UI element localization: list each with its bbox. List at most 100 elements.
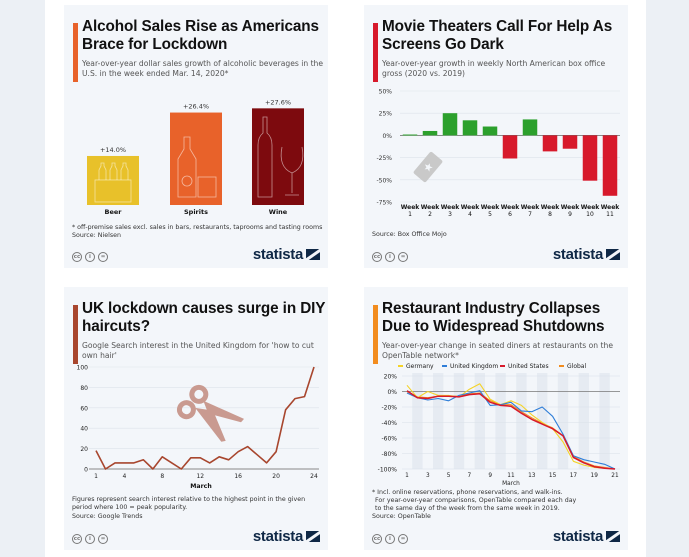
x-tick-number: 6 (508, 211, 512, 218)
y-tick-label: 80 (80, 385, 88, 392)
bar-week-7 (522, 119, 538, 136)
x-tick-label: 15 (549, 473, 557, 479)
x-tick-label: 1 (94, 473, 98, 480)
haircuts-panel: UK lockdown causes surge in DIY haircuts… (64, 287, 328, 550)
bar-week-5 (482, 126, 498, 136)
bottle-label-icon (181, 175, 193, 187)
column-band (516, 373, 527, 469)
beer-bottle-icon (109, 162, 118, 180)
cc-icon: cc (72, 252, 82, 262)
scissors-icon (176, 384, 245, 442)
by-icon: i (85, 534, 95, 544)
chart-footnote-line: For year-over-year comparisons, OpenTabl… (375, 497, 577, 504)
alcohol-chart: +14.0% Beer +26.4% Spirits +27.6% Wine (87, 98, 304, 216)
accent-bar (373, 23, 378, 82)
scissors-blade (195, 407, 226, 442)
chart-title: Movie Theaters Call For Help As Screens … (382, 18, 613, 53)
x-tick-label: Week (441, 204, 461, 211)
y-tick-label: -75% (376, 200, 392, 207)
x-tick-number: 1 (408, 211, 412, 218)
logo-text: statista (552, 246, 603, 263)
alcohol-panel: Alcohol Sales Rise as Americans Brace fo… (64, 5, 328, 268)
statista-logo[interactable]: statista (253, 528, 320, 545)
data-label: +26.4% (183, 103, 209, 111)
series-line-germany (406, 383, 616, 470)
y-tick-label: 60 (80, 405, 88, 412)
bar-week-1 (402, 134, 418, 136)
x-tick-label: Week (541, 204, 561, 211)
bar-week-9 (562, 135, 578, 149)
y-tick-label: -50% (376, 177, 392, 184)
logo-text: statista (552, 528, 603, 545)
category-label: Spirits (184, 208, 208, 216)
accent-bar (73, 23, 78, 82)
chart-subtitle: Year-over-year dollar sales growth of al… (82, 59, 324, 78)
legend-swatch (559, 365, 564, 367)
scissors-blade (203, 400, 245, 423)
ticket-star (424, 163, 433, 172)
chart-footnote: Figures represent search interest relati… (72, 496, 306, 512)
x-tick-label: 19 (591, 473, 599, 479)
nd-icon: = (98, 252, 108, 262)
x-tick-label: Week (521, 204, 541, 211)
chart-subtitle: Year-over-year change in seated diners a… (382, 341, 613, 360)
y-tick-label: -100% (378, 467, 398, 474)
license-icons: cc i = (72, 252, 108, 262)
accent-bar (373, 305, 378, 364)
y-tick-label: 20 (80, 446, 88, 453)
bar-week-2 (422, 130, 438, 136)
x-tick-label: 24 (310, 473, 318, 480)
license-icons: cc i = (372, 534, 408, 544)
logo-mark-icon (306, 249, 320, 260)
chart-source: Source: Box Office Mojo (372, 231, 447, 238)
y-tick-label: 0% (382, 133, 392, 140)
logo-text: statista (252, 246, 303, 263)
y-tick-label: 0% (387, 389, 397, 396)
accent-bar (73, 305, 78, 364)
restaurants-chart: 20%0%-20%-40%-60%-80%-100%1 3 5 7 9 11 13 15 17 1… (378, 363, 620, 487)
cc-icon: cc (372, 252, 382, 262)
scissors-handle (189, 384, 209, 404)
statista-logo[interactable]: statista (553, 528, 620, 545)
y-tick-label: -80% (381, 451, 397, 458)
y-tick-label: 100 (77, 365, 89, 372)
spirits-bottle-icon (177, 136, 197, 198)
x-tick-number: 4 (468, 211, 472, 218)
x-tick-label: 1 (405, 473, 409, 479)
series-line-united-kingdom (406, 390, 616, 470)
column-band (495, 373, 506, 469)
x-axis-label: March (190, 483, 211, 490)
bar-week-6 (502, 135, 518, 159)
wine-bottle-icon (257, 116, 273, 198)
x-tick-label: Week (461, 204, 481, 211)
chart-title: Restaurant Industry Collapses Due to Wid… (382, 300, 605, 335)
nd-icon: = (398, 252, 408, 262)
x-tick-number: 8 (548, 211, 552, 218)
movies-panel: Movie Theaters Call For Help As Screens … (364, 5, 628, 268)
column-band (557, 373, 569, 469)
beer-crate-icon (94, 179, 132, 203)
x-tick-label: 9 (488, 473, 492, 479)
scissors-handle (176, 400, 196, 420)
chart-footnote: * off-premise sales excl. sales in bars,… (72, 224, 323, 231)
column-band (474, 373, 485, 469)
column-band (537, 373, 548, 469)
ticket-icon (413, 151, 443, 183)
x-tick-label: 16 (234, 473, 242, 480)
chart-source: Source: Google Trends (72, 513, 143, 520)
movies-chart: 50%25%0%-25%-50%-75%Week1Week2Week3Week4… (376, 89, 620, 219)
statista-logo[interactable]: statista (553, 246, 620, 263)
bar-week-8 (542, 135, 558, 152)
beer-bottle-icon (120, 162, 129, 180)
x-tick-label: 21 (611, 473, 619, 479)
y-tick-label: -60% (381, 436, 397, 443)
x-tick-label: 13 (528, 473, 536, 479)
x-tick-label: 5 (447, 473, 451, 479)
statista-logo[interactable]: statista (253, 246, 320, 263)
license-icons: cc i = (72, 534, 108, 544)
x-tick-label: Week (561, 204, 581, 211)
y-tick-label: 50% (379, 89, 393, 96)
column-band (453, 373, 465, 469)
x-tick-label: 4 (123, 473, 127, 480)
x-tick-label: 17 (570, 473, 578, 479)
